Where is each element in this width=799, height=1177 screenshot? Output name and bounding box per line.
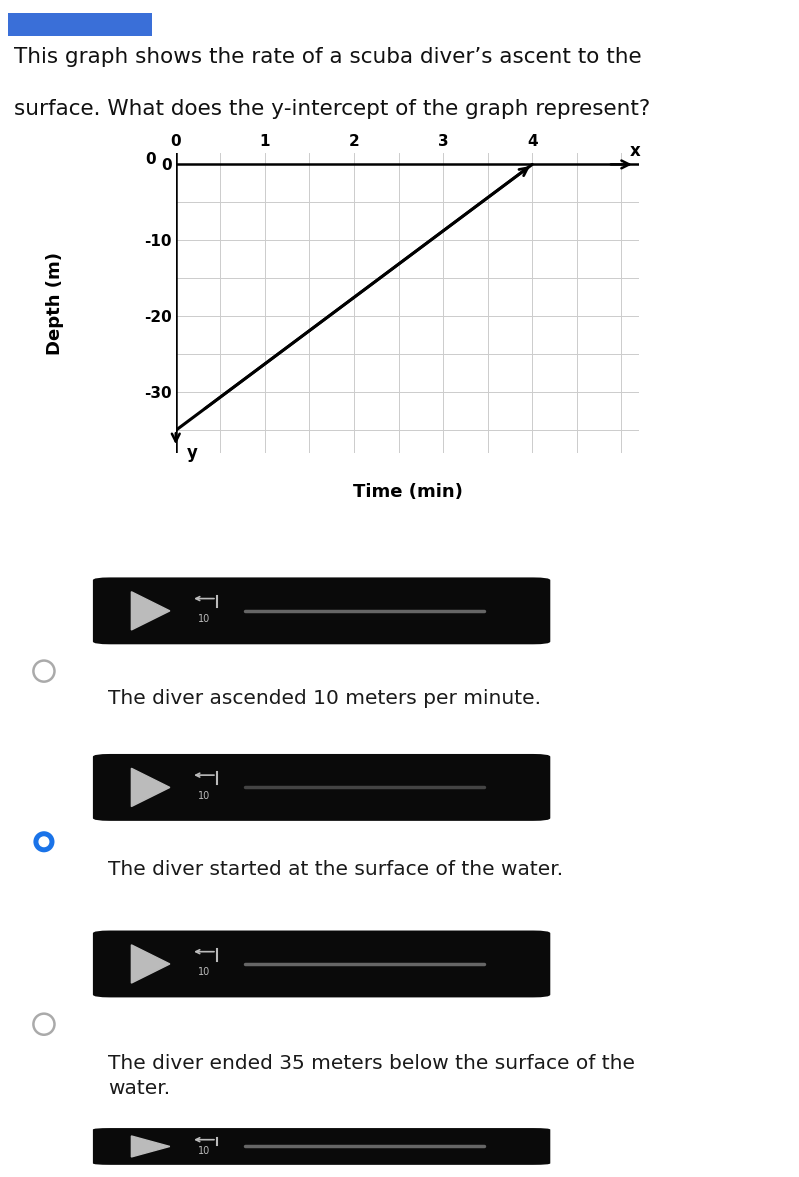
Text: 0: 0 — [145, 152, 156, 167]
Text: The diver started at the surface of the water.: The diver started at the surface of the … — [108, 859, 563, 879]
Text: 10: 10 — [198, 967, 210, 977]
Text: Depth (m): Depth (m) — [46, 252, 64, 354]
Text: The diver ascended 10 meters per minute.: The diver ascended 10 meters per minute. — [108, 690, 541, 709]
FancyBboxPatch shape — [8, 13, 152, 35]
Text: 10: 10 — [198, 791, 210, 800]
Text: 10: 10 — [198, 614, 210, 624]
Text: 10: 10 — [198, 1146, 210, 1156]
Text: Time (min): Time (min) — [352, 483, 463, 501]
Polygon shape — [131, 769, 170, 806]
Text: This graph shows the rate of a scuba diver’s ascent to the: This graph shows the rate of a scuba div… — [14, 47, 642, 67]
Text: y: y — [186, 444, 197, 463]
Polygon shape — [131, 592, 170, 630]
Text: x: x — [630, 142, 640, 160]
Polygon shape — [131, 945, 170, 983]
Text: The diver ended 35 meters below the surface of the
water.: The diver ended 35 meters below the surf… — [108, 1055, 635, 1098]
FancyBboxPatch shape — [93, 931, 551, 997]
Text: surface. What does the ⁠y⁠-intercept of the graph represent?: surface. What does the ⁠y⁠-intercept of … — [14, 99, 650, 119]
FancyBboxPatch shape — [93, 1128, 551, 1165]
Circle shape — [39, 837, 49, 846]
Circle shape — [34, 831, 54, 852]
Polygon shape — [131, 1136, 170, 1157]
FancyBboxPatch shape — [93, 578, 551, 644]
FancyBboxPatch shape — [93, 754, 551, 820]
